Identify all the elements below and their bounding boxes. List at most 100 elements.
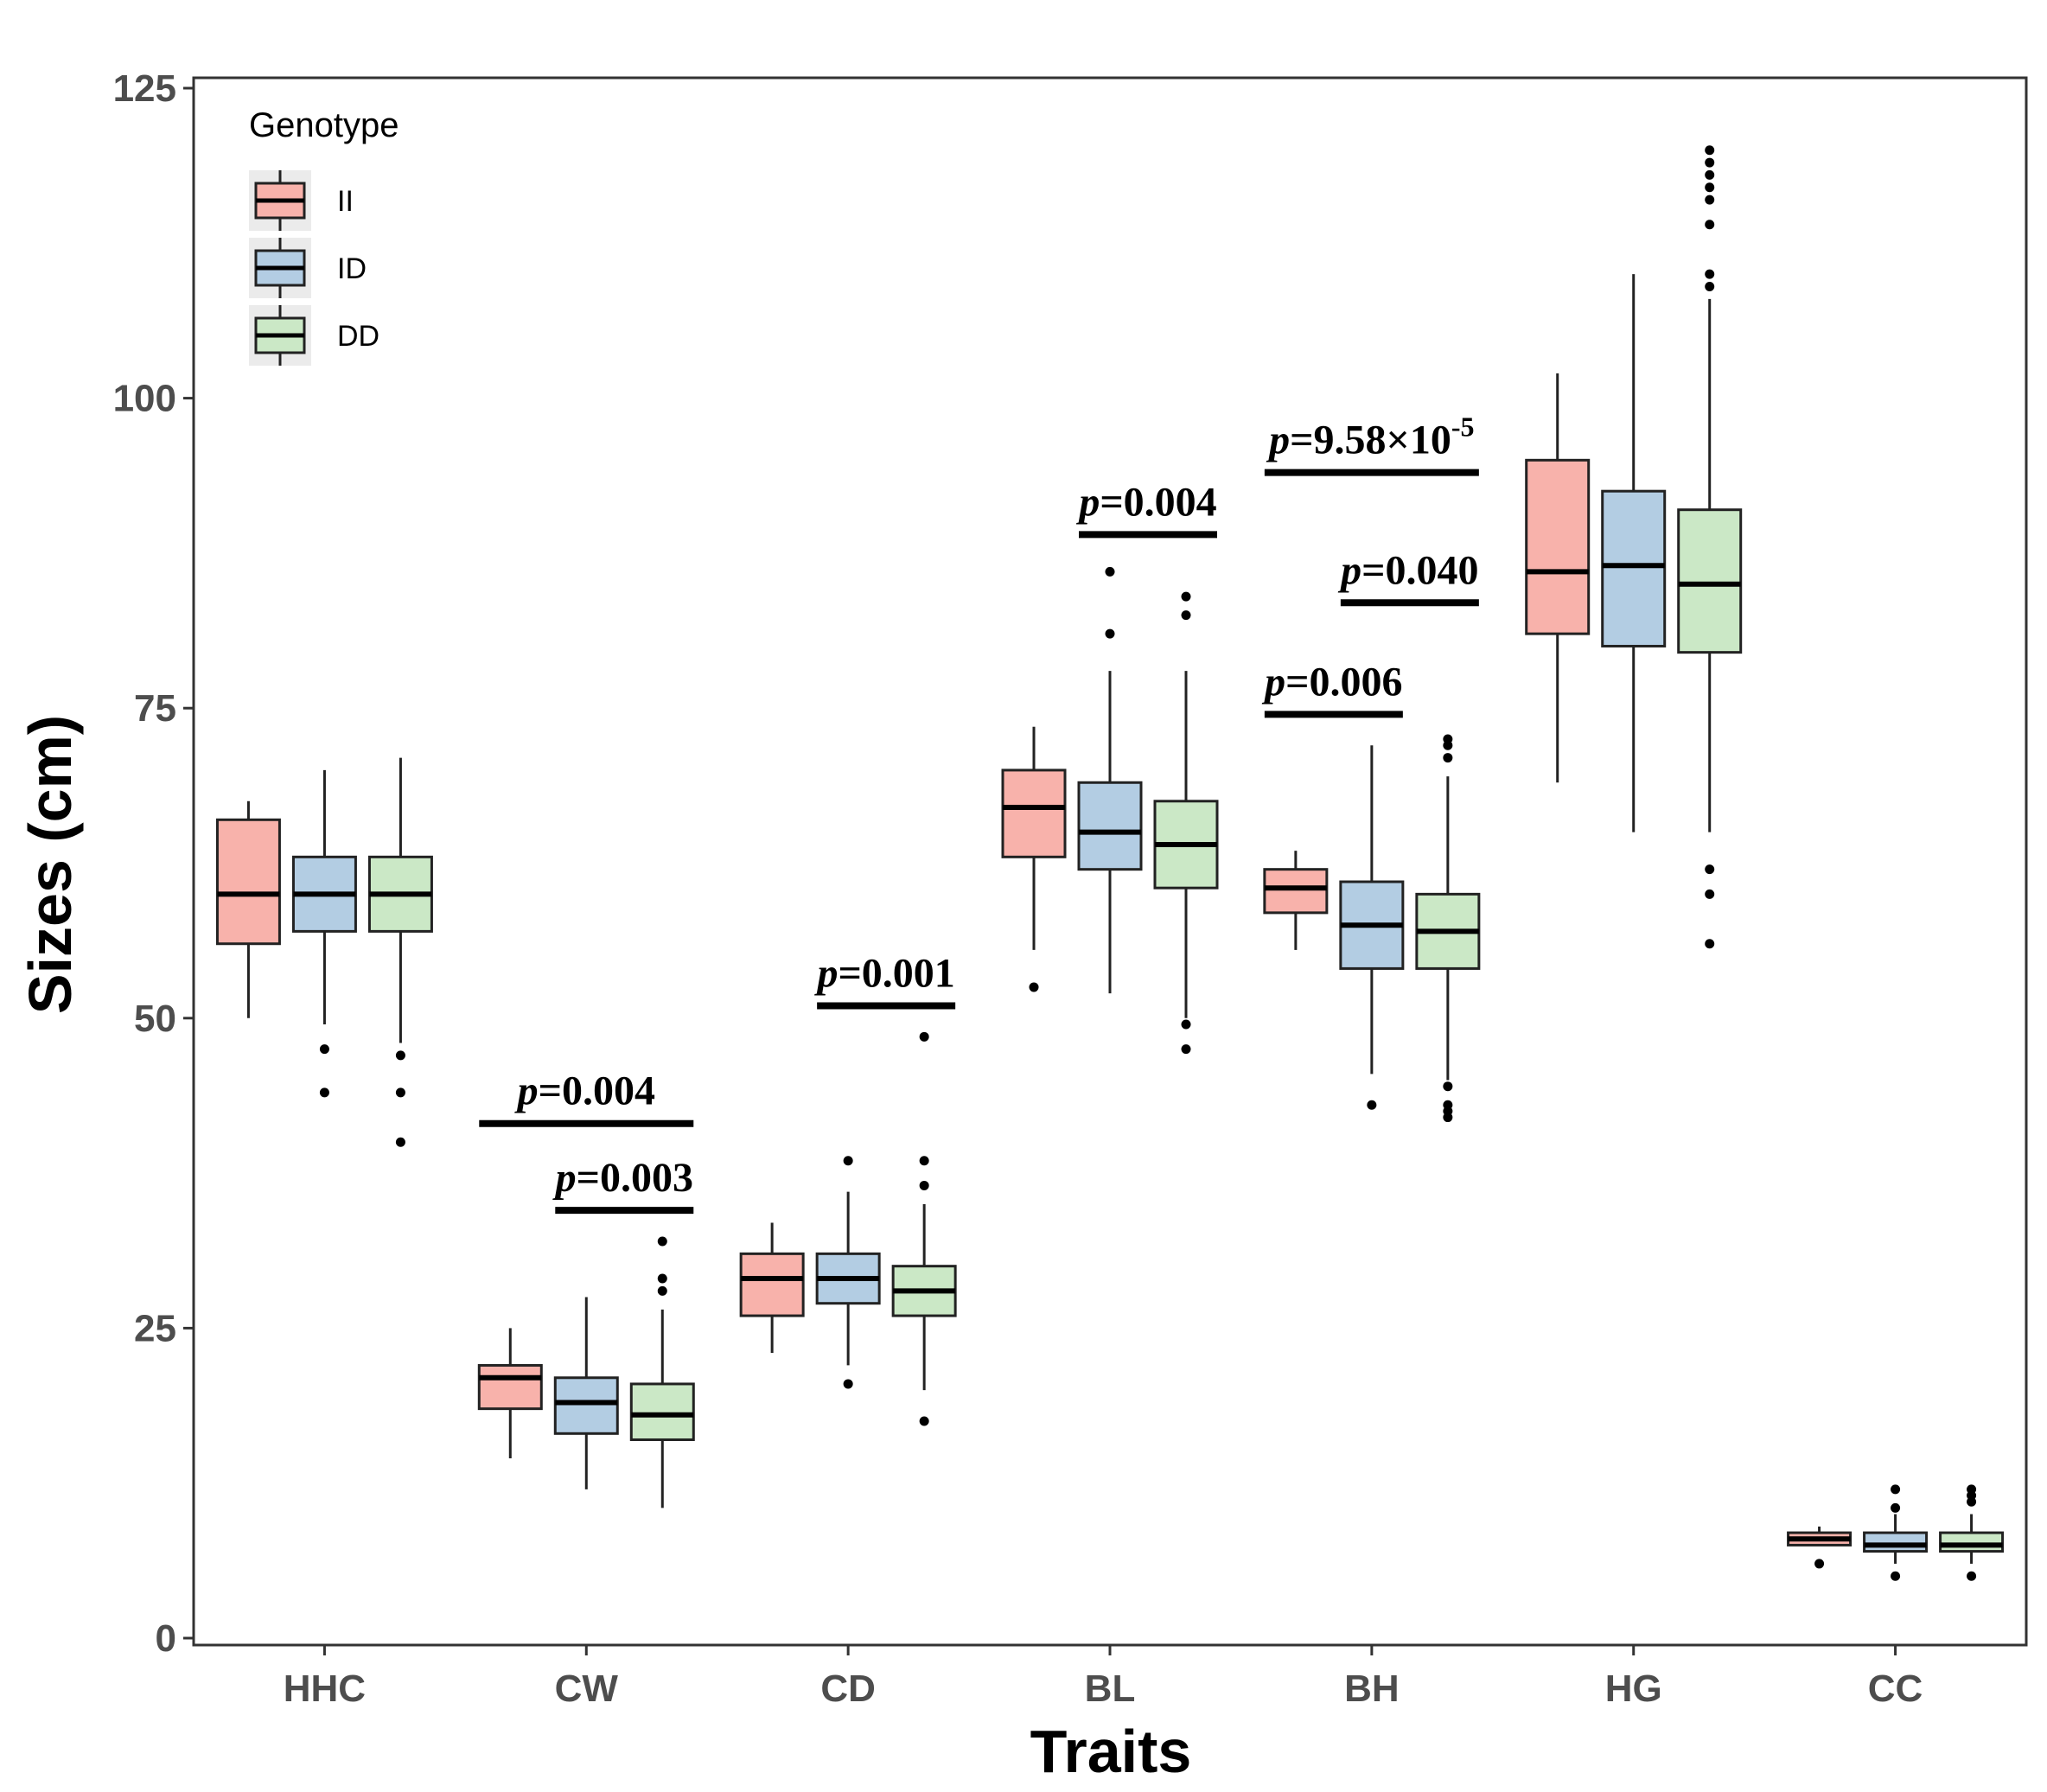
outlier-point	[1967, 1571, 1977, 1581]
box-body	[1863, 1531, 1929, 1553]
box-II-BH	[1263, 851, 1329, 950]
box-DD-HHC	[367, 757, 433, 1147]
p-value-annotation: p=0.004	[1075, 479, 1217, 539]
outlier-point	[1181, 1044, 1191, 1055]
p-value-label: p=9.58×10-5	[1266, 411, 1474, 463]
outlier-point	[919, 1180, 929, 1190]
box-II-CC	[1787, 1526, 1853, 1569]
box-body	[1525, 458, 1591, 635]
outlier-point	[1705, 220, 1715, 230]
y-axis-title: Sizes (cm)	[16, 715, 84, 1014]
outlier-point	[395, 1050, 405, 1061]
legend-title: Genotype	[249, 106, 399, 144]
box-ID-BL	[1077, 566, 1143, 994]
outlier-point	[1814, 1559, 1825, 1569]
box-body	[629, 1382, 695, 1441]
box-DD-CD	[891, 1031, 957, 1426]
legend: Genotype II ID DD	[249, 106, 399, 366]
box-series	[215, 145, 2005, 1581]
outlier-point	[1891, 1502, 1901, 1513]
box-DD-CW	[629, 1236, 695, 1508]
x-tick-label: BH	[1344, 1668, 1400, 1710]
legend-entry-ID: ID	[249, 238, 367, 298]
box-ID-CC	[1863, 1484, 1929, 1581]
box-body	[553, 1376, 619, 1435]
box-body	[1677, 508, 1743, 654]
outlier-point	[1705, 939, 1715, 949]
outlier-point	[843, 1156, 853, 1166]
outlier-point	[1443, 1100, 1453, 1110]
box-body	[215, 818, 281, 946]
p-value-annotation: p=9.58×10-5	[1264, 411, 1479, 476]
outlier-point	[1443, 734, 1453, 744]
legend-entry-DD: DD	[249, 305, 379, 366]
outlier-point	[1705, 282, 1715, 292]
y-tick-label: 100	[113, 378, 176, 420]
outlier-point	[1367, 1100, 1377, 1110]
outlier-point	[319, 1087, 329, 1098]
box-II-HG	[1525, 373, 1591, 783]
box-body	[477, 1363, 543, 1411]
outlier-point	[657, 1285, 667, 1296]
y-tick-label: 0	[156, 1617, 176, 1660]
outlier-point	[1705, 157, 1715, 168]
outlier-point	[1705, 195, 1715, 205]
p-value-label: p=0.001	[813, 950, 954, 996]
outlier-point	[919, 1416, 929, 1426]
x-tick-label: CD	[820, 1668, 876, 1710]
y-tick-label: 75	[134, 687, 176, 730]
outlier-point	[1029, 982, 1039, 992]
box-II-CD	[739, 1222, 805, 1354]
box-body	[1263, 868, 1329, 915]
outlier-point	[919, 1156, 929, 1166]
outlier-point	[657, 1236, 667, 1247]
x-tick-label: HG	[1605, 1668, 1662, 1710]
p-value-annotation: p=0.003	[552, 1155, 694, 1215]
outlier-point	[1705, 269, 1715, 279]
box-body	[1001, 768, 1067, 858]
box-ID-BH	[1339, 745, 1405, 1110]
box-ID-HHC	[291, 769, 357, 1098]
p-value-label: p=0.040	[1337, 547, 1478, 593]
outlier-point	[1443, 1081, 1453, 1092]
p-value-annotation: p=0.040	[1337, 547, 1479, 607]
box-ID-CD	[815, 1156, 881, 1389]
box-II-CW	[477, 1328, 543, 1459]
legend-entry-II: II	[249, 170, 354, 231]
box-DD-BL	[1153, 591, 1219, 1055]
p-value-annotation: p=0.001	[813, 950, 956, 1010]
outlier-point	[1705, 864, 1715, 875]
legend-label: ID	[337, 252, 367, 285]
outlier-point	[1705, 889, 1715, 899]
p-value-label: p=0.004	[514, 1068, 655, 1114]
outlier-point	[843, 1379, 853, 1389]
box-body	[1939, 1531, 2005, 1553]
box-DD-CC	[1939, 1484, 2005, 1581]
y-tick-label: 125	[113, 67, 176, 110]
outlier-point	[1105, 628, 1115, 639]
outlier-point	[395, 1137, 405, 1147]
legend-label: II	[337, 185, 354, 218]
box-II-HHC	[215, 800, 281, 1018]
y-tick-label: 50	[134, 998, 176, 1040]
p-value-label: p=0.004	[1075, 479, 1216, 525]
x-axis: HHC CW CD BL BH HG CC	[284, 1645, 1923, 1710]
outlier-point	[919, 1031, 929, 1042]
y-tick-label: 25	[134, 1307, 176, 1349]
box-DD-BH	[1415, 734, 1481, 1123]
outlier-point	[1705, 182, 1715, 193]
box-II-BL	[1001, 726, 1067, 992]
x-tick-label: HHC	[284, 1668, 366, 1710]
p-value-annotations: p=0.004 p=0.003 p=0.001 p=0.004 p=0.006 p=0.0…	[479, 411, 1479, 1215]
box-ID-HG	[1601, 274, 1667, 832]
p-value-label: p=0.003	[552, 1155, 693, 1201]
p-value-annotation: p=0.004	[479, 1068, 694, 1127]
outlier-point	[1105, 566, 1115, 577]
box-body	[1601, 489, 1667, 647]
p-value-label: p=0.006	[1261, 659, 1402, 705]
outlier-point	[1181, 1019, 1191, 1030]
x-axis-title: Traits	[1030, 1718, 1192, 1785]
outlier-point	[395, 1087, 405, 1098]
box-body	[1077, 781, 1143, 871]
